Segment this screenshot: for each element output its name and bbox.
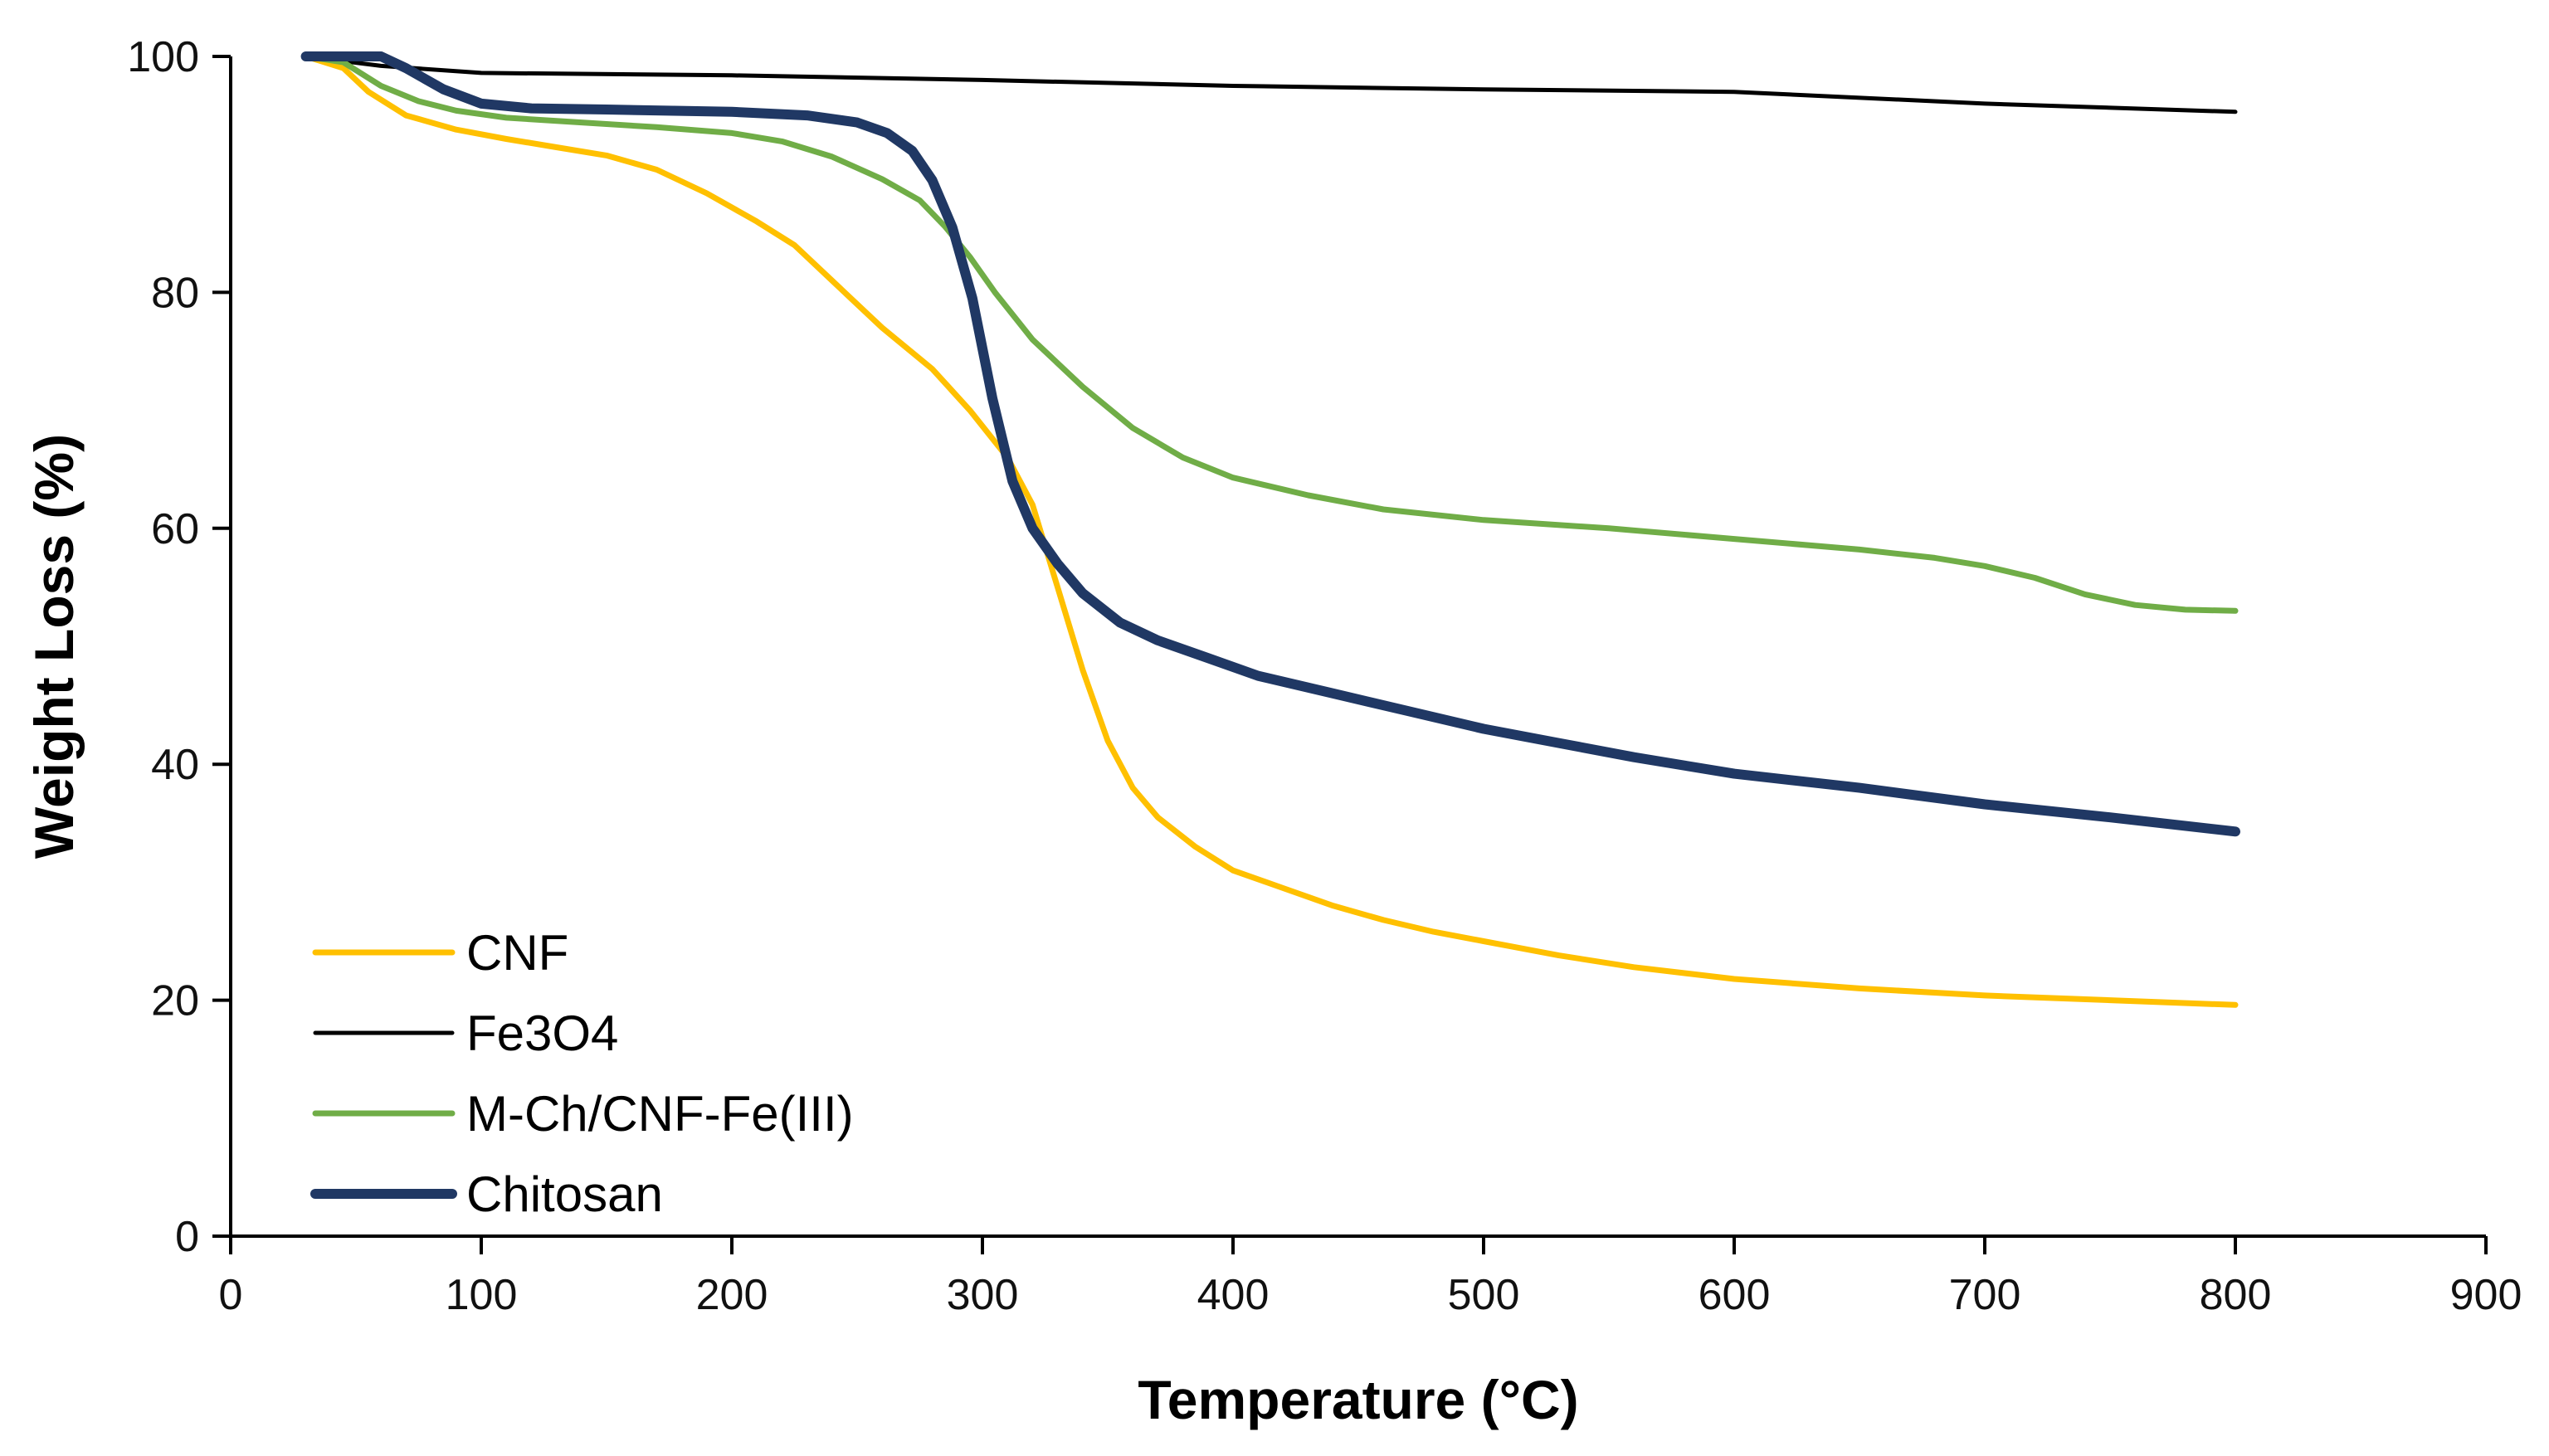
y-tick-label: 40	[151, 741, 199, 789]
legend: CNF Fe3O4 M-Ch/CNF-Fe(III) Chitosan	[310, 925, 854, 1222]
x-tick-label: 100	[446, 1271, 518, 1319]
y-ticks: 0 20 40 60 80 100	[127, 33, 231, 1261]
y-axis-title: Weight Loss (%)	[23, 434, 85, 859]
y-tick-label: 0	[175, 1213, 199, 1261]
x-tick-label: 400	[1197, 1271, 1270, 1319]
x-tick-label: 900	[2450, 1271, 2522, 1319]
x-tick-label: 300	[947, 1271, 1019, 1319]
series-line-chitosan	[300, 51, 2240, 837]
y-tick-label: 60	[151, 505, 199, 553]
x-axis-title: Temperature (°C)	[1138, 1369, 1578, 1430]
legend-label: Fe3O4	[466, 1006, 618, 1061]
y-tick-label: 100	[127, 33, 199, 81]
series-line-fe3o4	[304, 54, 2238, 114]
x-ticks: 0 100 200 300 400 500 600 700 800 900	[219, 1236, 2522, 1319]
x-tick-label: 0	[219, 1271, 243, 1319]
legend-label: CNF	[466, 925, 568, 981]
x-tick-label: 200	[696, 1271, 768, 1319]
series-line-m-ch-cnf-fe-iii	[303, 53, 2239, 614]
legend-label: M-Ch/CNF-Fe(III)	[466, 1086, 854, 1142]
x-tick-label: 500	[1448, 1271, 1520, 1319]
series-lines	[300, 51, 2240, 1008]
x-tick-label: 800	[2200, 1271, 2272, 1319]
legend-label: Chitosan	[466, 1166, 663, 1222]
x-tick-label: 600	[1699, 1271, 1771, 1319]
series-line-cnf	[303, 53, 2239, 1008]
y-tick-label: 20	[151, 977, 199, 1025]
x-tick-label: 700	[1949, 1271, 2021, 1319]
y-tick-label: 80	[151, 269, 199, 317]
